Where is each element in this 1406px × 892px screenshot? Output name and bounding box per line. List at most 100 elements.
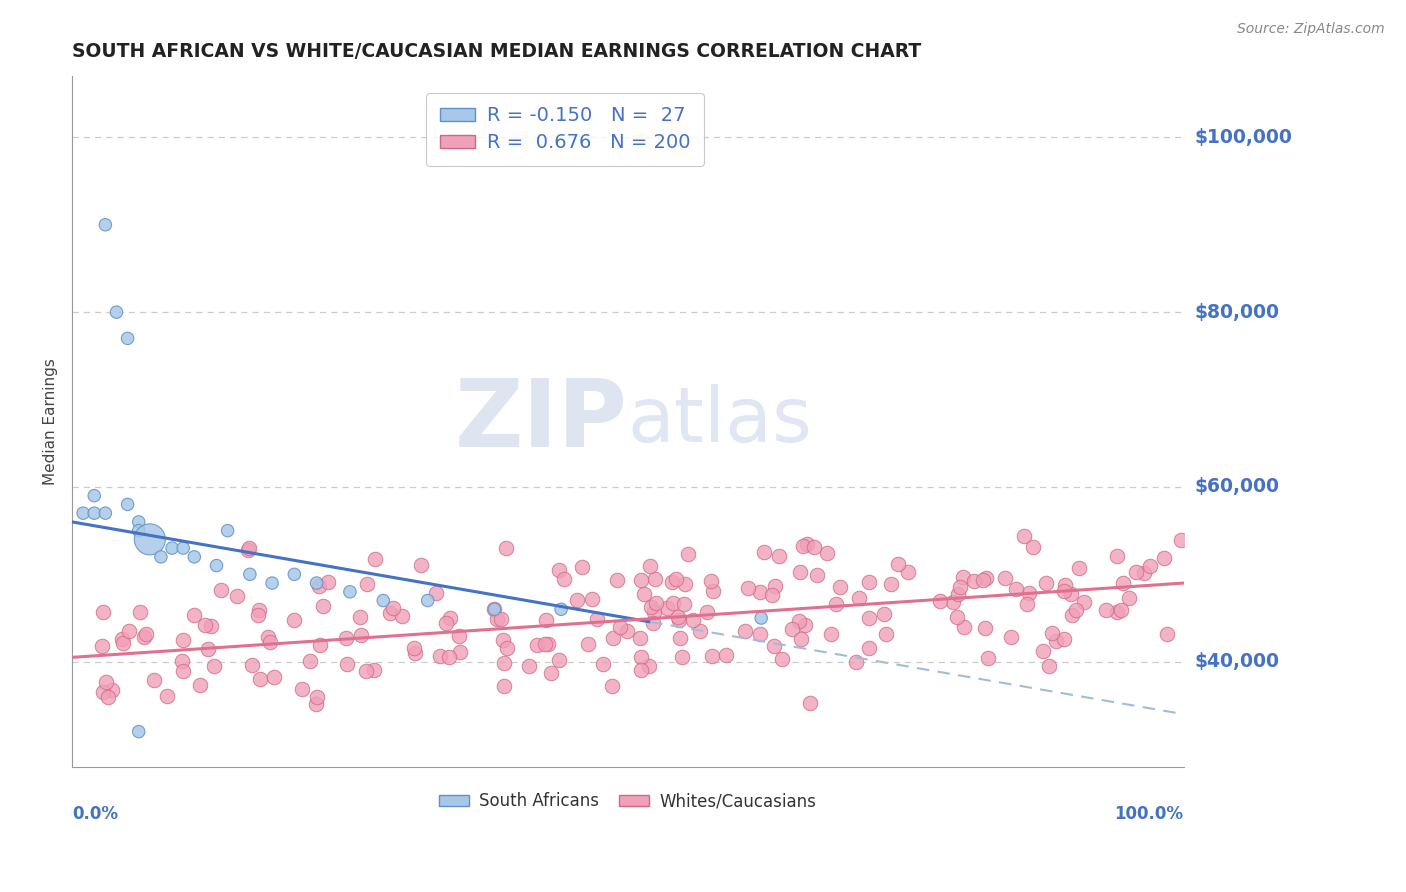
Text: $60,000: $60,000 xyxy=(1195,477,1279,497)
Point xyxy=(1031,644,1053,658)
Point xyxy=(875,627,897,641)
Point xyxy=(312,599,335,613)
Point xyxy=(581,591,603,606)
Point xyxy=(1125,565,1147,579)
Point xyxy=(548,563,571,577)
Point xyxy=(117,331,139,345)
Point xyxy=(1064,602,1087,616)
Point xyxy=(655,600,678,615)
Point xyxy=(963,574,986,589)
Point xyxy=(790,632,813,646)
Point xyxy=(565,593,588,607)
Point xyxy=(640,600,662,615)
Point xyxy=(689,624,711,638)
Point xyxy=(91,685,114,699)
Point xyxy=(416,593,439,607)
Point xyxy=(425,586,447,600)
Point xyxy=(974,621,997,635)
Point xyxy=(283,613,305,627)
Point xyxy=(643,605,665,619)
Point xyxy=(672,597,695,611)
Point xyxy=(702,583,724,598)
Point xyxy=(449,645,471,659)
Point xyxy=(553,572,575,586)
Point xyxy=(700,574,723,588)
Point xyxy=(305,576,328,591)
Point xyxy=(782,623,804,637)
Point xyxy=(665,572,688,586)
Point xyxy=(803,540,825,554)
Point xyxy=(630,631,652,645)
Point xyxy=(641,615,664,630)
Point xyxy=(787,614,810,628)
Point xyxy=(249,672,271,686)
Point xyxy=(848,591,870,605)
Point xyxy=(668,631,690,645)
Point xyxy=(291,682,314,697)
Point xyxy=(105,305,128,319)
Point xyxy=(1053,632,1076,647)
Point xyxy=(640,559,662,574)
Point xyxy=(1105,549,1128,563)
Point xyxy=(592,657,614,672)
Text: SOUTH AFRICAN VS WHITE/CAUCASIAN MEDIAN EARNINGS CORRELATION CHART: SOUTH AFRICAN VS WHITE/CAUCASIAN MEDIAN … xyxy=(72,42,921,61)
Point xyxy=(638,658,661,673)
Point xyxy=(673,577,696,591)
Point xyxy=(880,577,903,591)
Point xyxy=(644,573,666,587)
Text: Source: ZipAtlas.com: Source: ZipAtlas.com xyxy=(1237,22,1385,37)
Y-axis label: Median Earnings: Median Earnings xyxy=(44,358,58,485)
Point xyxy=(929,594,952,608)
Point xyxy=(489,612,512,626)
Point xyxy=(382,600,405,615)
Legend: South Africans, Whites/Caucasians: South Africans, Whites/Caucasians xyxy=(433,786,823,817)
Text: $40,000: $40,000 xyxy=(1195,652,1279,671)
Point xyxy=(661,575,683,590)
Point xyxy=(548,652,571,666)
Point xyxy=(737,582,759,596)
Point xyxy=(828,580,851,594)
Point xyxy=(1118,591,1140,606)
Point xyxy=(183,549,205,564)
Point xyxy=(193,617,215,632)
Point xyxy=(283,567,305,582)
Point xyxy=(349,610,371,624)
Point xyxy=(1111,603,1133,617)
Point xyxy=(226,589,249,603)
Point xyxy=(946,587,969,601)
Point xyxy=(305,697,328,711)
Point xyxy=(1156,626,1178,640)
Point xyxy=(1060,608,1083,623)
Point xyxy=(534,613,557,627)
Point xyxy=(172,633,194,648)
Point xyxy=(149,549,172,564)
Point xyxy=(662,596,685,610)
Point xyxy=(768,549,790,564)
Point xyxy=(97,690,120,704)
Point xyxy=(391,609,413,624)
Point xyxy=(117,497,139,511)
Point xyxy=(606,573,628,587)
Point xyxy=(83,489,105,503)
Point xyxy=(616,624,638,639)
Point xyxy=(439,611,461,625)
Point xyxy=(1021,540,1043,554)
Point xyxy=(1170,533,1192,547)
Point xyxy=(492,633,515,648)
Point xyxy=(682,614,704,628)
Point xyxy=(633,587,655,601)
Point xyxy=(1012,529,1035,543)
Point xyxy=(602,679,624,693)
Point xyxy=(339,584,361,599)
Point xyxy=(770,652,793,666)
Point xyxy=(886,557,908,571)
Point xyxy=(645,596,668,610)
Point xyxy=(824,597,846,611)
Point xyxy=(976,651,998,665)
Point xyxy=(972,573,994,587)
Point xyxy=(526,638,548,652)
Point xyxy=(90,640,112,654)
Point xyxy=(748,627,770,641)
Point xyxy=(1095,602,1118,616)
Point xyxy=(429,648,451,663)
